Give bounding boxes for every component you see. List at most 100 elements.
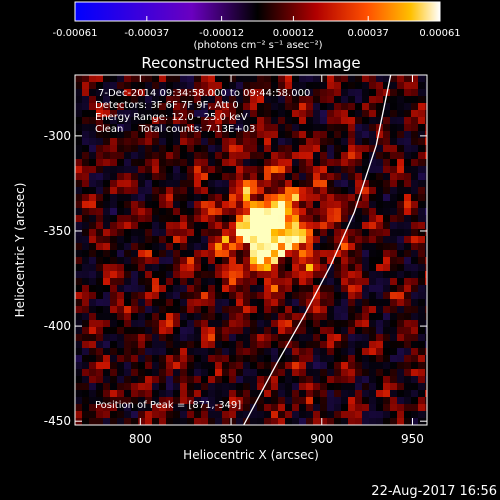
image-pixel: [124, 376, 132, 384]
image-pixel: [131, 229, 139, 237]
image-pixel: [75, 194, 83, 202]
image-pixel: [145, 397, 153, 405]
image-pixel: [103, 166, 111, 174]
image-pixel: [166, 152, 174, 160]
image-pixel: [320, 229, 328, 237]
image-pixel: [222, 89, 230, 97]
image-pixel: [187, 327, 195, 335]
image-pixel: [383, 362, 391, 370]
image-pixel: [411, 124, 419, 132]
image-pixel: [145, 306, 153, 314]
image-pixel: [89, 124, 97, 132]
image-pixel: [166, 131, 174, 139]
image-pixel: [250, 334, 258, 342]
image-pixel: [180, 117, 188, 125]
image-pixel: [96, 285, 104, 293]
image-pixel: [397, 299, 405, 307]
image-pixel: [138, 418, 146, 425]
image-pixel: [362, 82, 370, 90]
image-pixel: [187, 222, 195, 230]
image-pixel: [103, 194, 111, 202]
image-pixel: [376, 334, 384, 342]
image-pixel: [334, 138, 342, 146]
image-pixel: [159, 397, 167, 405]
image-pixel: [166, 264, 174, 272]
image-pixel: [257, 362, 265, 370]
image-pixel: [250, 376, 258, 384]
image-pixel: [138, 103, 146, 111]
image-pixel: [320, 299, 328, 307]
image-pixel: [208, 208, 216, 216]
image-pixel: [341, 110, 349, 118]
image-pixel: [159, 341, 167, 349]
image-pixel: [362, 215, 370, 223]
image-pixel: [355, 334, 363, 342]
image-pixel: [82, 110, 90, 118]
image-pixel: [271, 124, 279, 132]
image-pixel: [145, 348, 153, 356]
image-pixel: [418, 75, 426, 83]
image-pixel: [208, 369, 216, 377]
image-pixel: [180, 96, 188, 104]
image-pixel: [194, 411, 202, 419]
image-pixel: [383, 201, 391, 209]
image-pixel: [208, 89, 216, 97]
image-pixel: [103, 229, 111, 237]
image-pixel: [250, 320, 258, 328]
image-pixel: [180, 341, 188, 349]
image-pixel: [313, 278, 321, 286]
image-pixel: [145, 110, 153, 118]
image-pixel: [89, 187, 97, 195]
image-pixel: [180, 138, 188, 146]
image-pixel: [383, 327, 391, 335]
image-pixel: [82, 103, 90, 111]
image-pixel: [299, 341, 307, 349]
image-pixel: [117, 82, 125, 90]
image-pixel: [110, 355, 118, 363]
image-pixel: [425, 250, 427, 258]
image-pixel: [117, 159, 125, 167]
image-pixel: [131, 194, 139, 202]
image-pixel: [418, 180, 426, 188]
image-pixel: [187, 229, 195, 237]
image-pixel: [215, 397, 223, 405]
image-pixel: [89, 313, 97, 321]
image-pixel: [89, 110, 97, 118]
image-pixel: [222, 229, 230, 237]
image-pixel: [355, 327, 363, 335]
image-pixel: [278, 404, 286, 412]
image-pixel: [138, 201, 146, 209]
image-pixel: [383, 390, 391, 398]
image-pixel: [425, 313, 427, 321]
image-pixel: [306, 257, 314, 265]
image-pixel: [334, 411, 342, 419]
image-pixel: [166, 89, 174, 97]
image-pixel: [110, 138, 118, 146]
image-pixel: [82, 306, 90, 314]
solar-limb-line: [243, 75, 392, 425]
image-pixel: [348, 369, 356, 377]
image-pixel: [292, 313, 300, 321]
image-pixel: [418, 222, 426, 230]
image-pixel: [271, 327, 279, 335]
image-pixel: [124, 110, 132, 118]
image-pixel: [390, 152, 398, 160]
image-pixel: [362, 278, 370, 286]
image-pixel: [187, 278, 195, 286]
image-pixel: [194, 89, 202, 97]
image-pixel: [194, 75, 202, 83]
image-pixel: [222, 103, 230, 111]
image-pixel: [362, 348, 370, 356]
image-pixel: [180, 313, 188, 321]
image-pixel: [75, 229, 83, 237]
timestamp: 22-Aug-2017 16:56: [371, 484, 497, 499]
image-pixel: [383, 285, 391, 293]
image-pixel: [166, 124, 174, 132]
image-pixel: [243, 229, 251, 237]
image-pixel: [306, 411, 314, 419]
image-pixel: [397, 397, 405, 405]
image-pixel: [124, 355, 132, 363]
image-pixel: [173, 236, 181, 244]
image-pixel: [110, 145, 118, 153]
image-pixel: [355, 285, 363, 293]
